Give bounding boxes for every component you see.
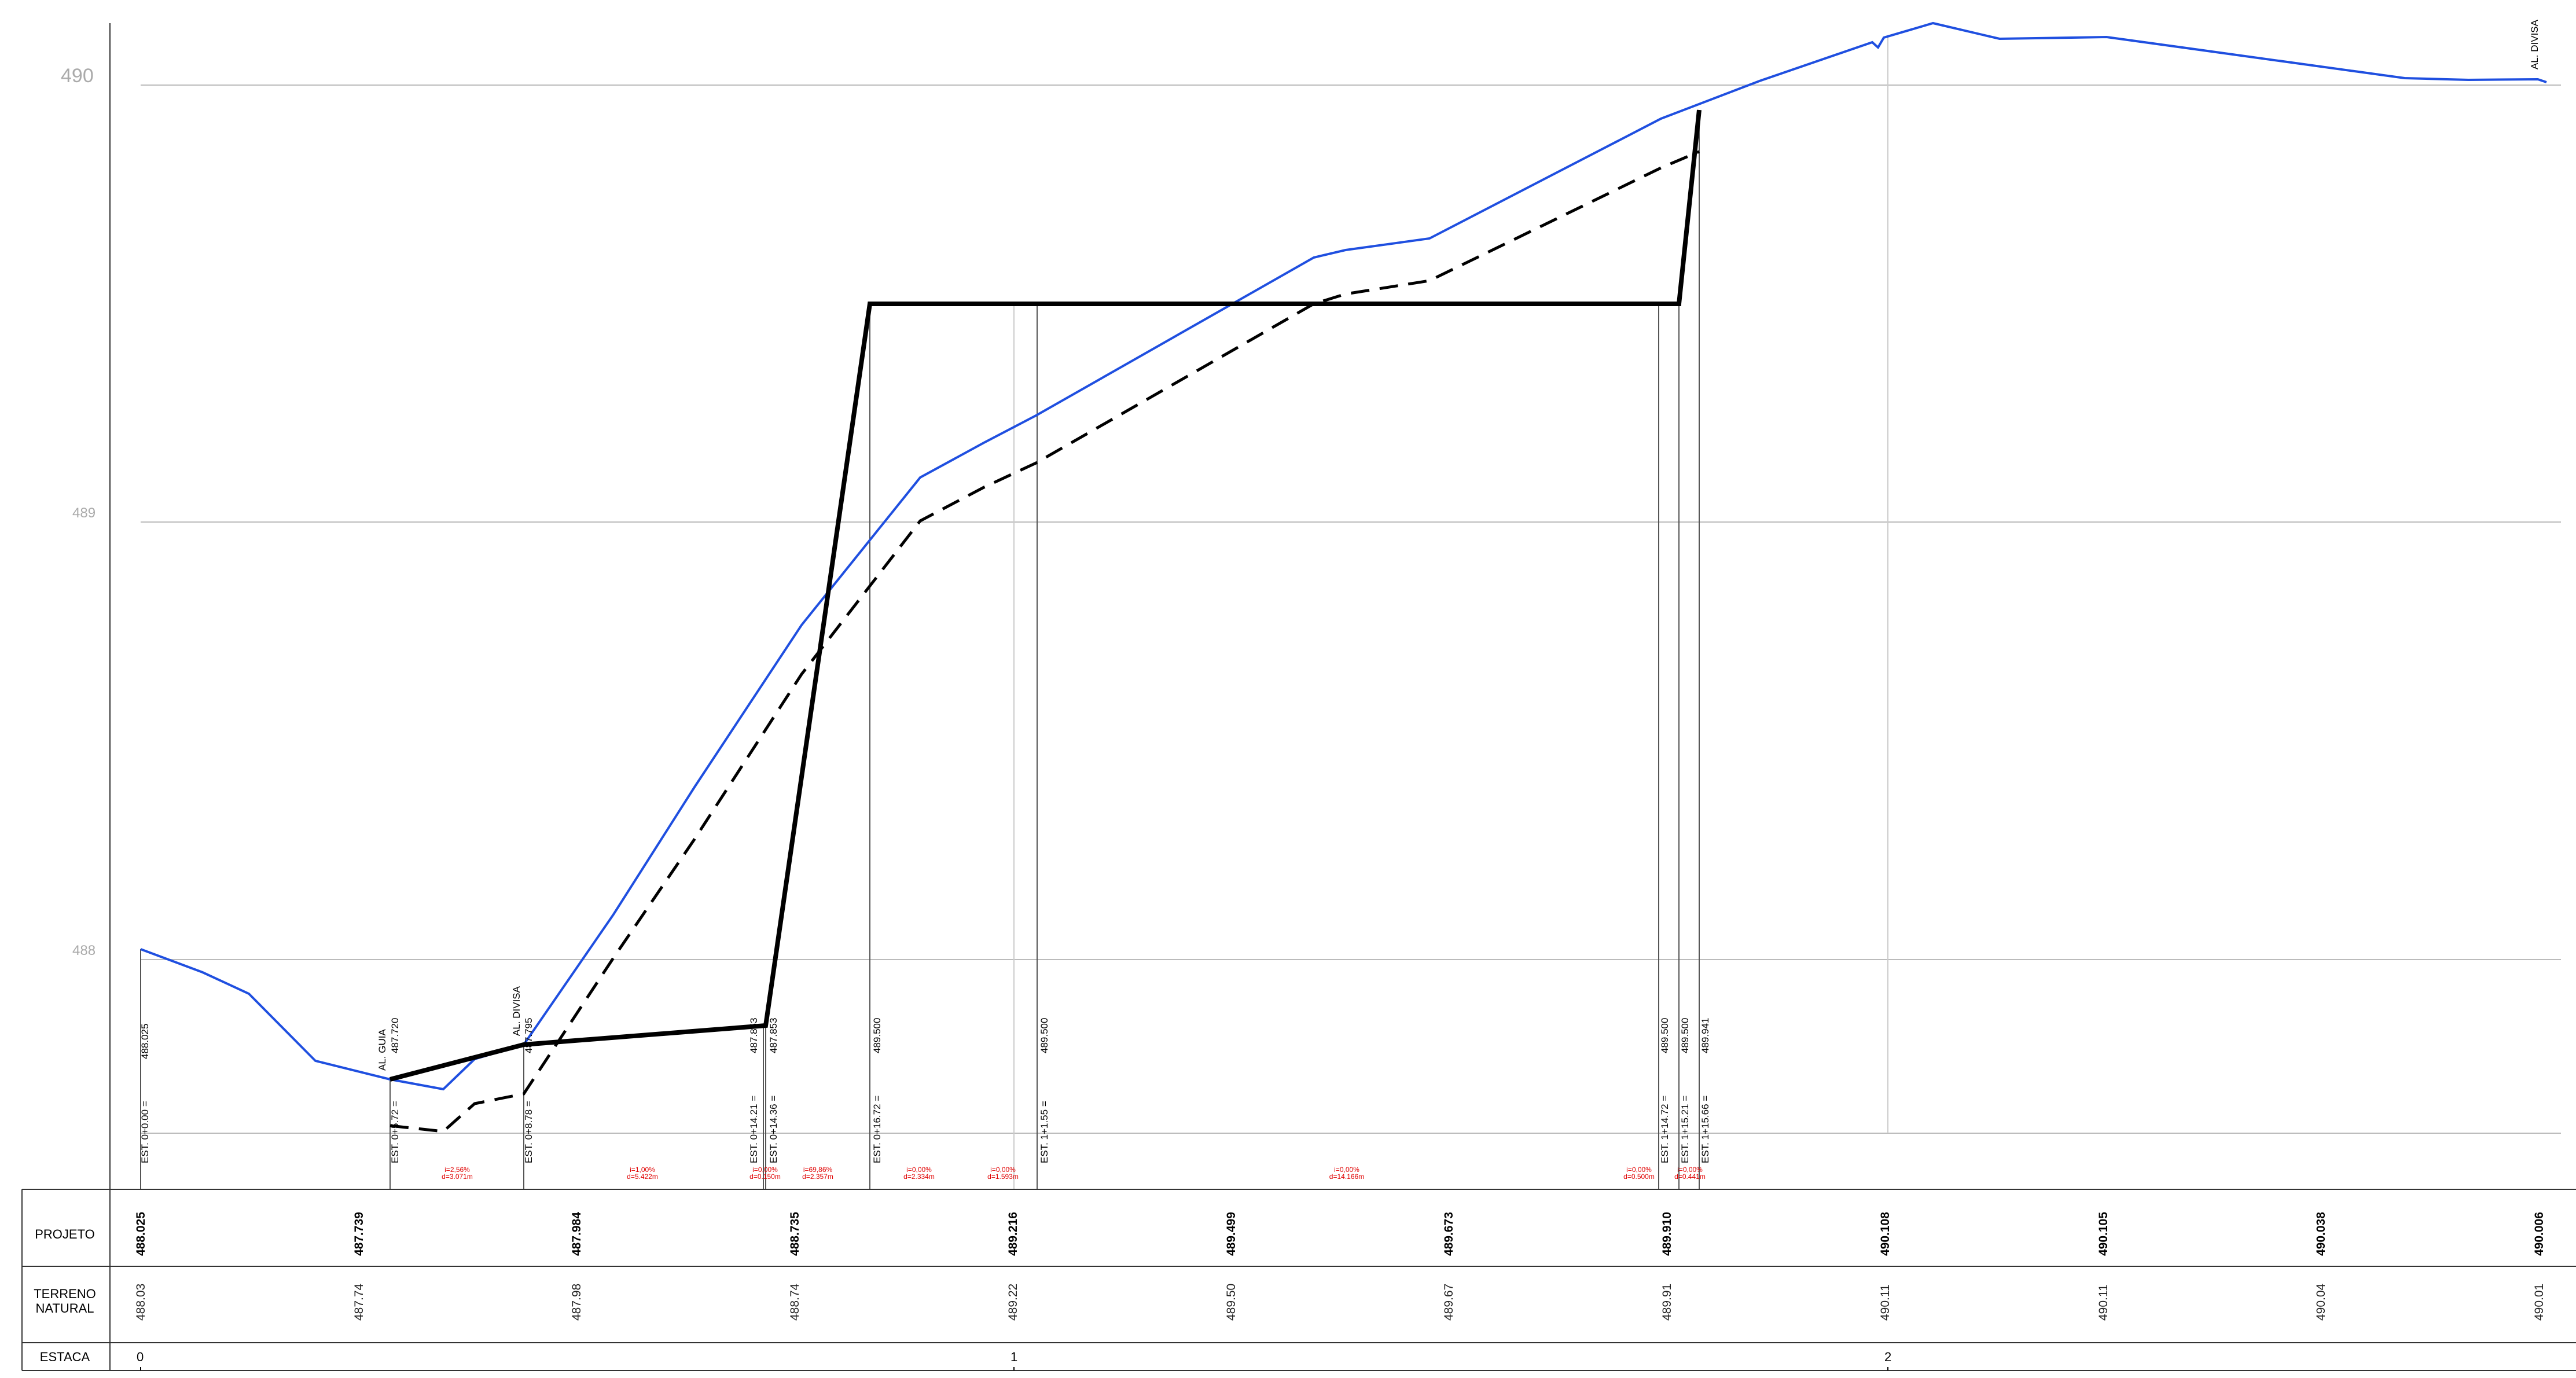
terreno-value: 490.11 <box>2097 1284 2110 1321</box>
terreno-value: 490.04 <box>2314 1283 2328 1321</box>
estaca-value: 0 <box>137 1350 144 1364</box>
slope-distance: d=3.071m <box>442 1173 473 1181</box>
projeto-value: 490.038 <box>2314 1212 2328 1256</box>
terreno-value: 488.03 <box>134 1284 148 1321</box>
station-elevation: 487.853 <box>768 1018 779 1053</box>
terreno-value: 489.91 <box>1660 1284 1674 1321</box>
terreno-value: 487.74 <box>352 1283 366 1321</box>
slope-label: i=0,00% <box>990 1166 1016 1174</box>
elevation-labels: 490 <box>61 65 94 87</box>
slope-distance: d=2.357m <box>802 1173 833 1181</box>
station-elevation: 489.500 <box>1659 1018 1670 1053</box>
slope-distance: d=1.593m <box>987 1173 1019 1181</box>
station-elevation: 487.720 <box>389 1018 400 1053</box>
row-label-projeto: PROJETO <box>35 1227 95 1241</box>
projeto-value: 490.105 <box>2097 1212 2110 1256</box>
terreno-value: 489.50 <box>1225 1284 1238 1321</box>
estaca-values: 0 1 2 <box>137 1350 1891 1364</box>
row-label-terreno: TERRENO <box>34 1287 96 1301</box>
terreno-values: 488.03 487.74 487.98 488.74 489.22 489.5… <box>134 1283 2546 1321</box>
terreno-value: 488.74 <box>788 1283 802 1321</box>
terreno-value: 489.22 <box>1006 1284 1020 1321</box>
station-elevation: 488.025 <box>139 1024 150 1059</box>
elevation-label-490: 490 <box>61 65 94 87</box>
slope-distance: d=0.441m <box>1674 1173 1706 1181</box>
terreno-value: 489.67 <box>1442 1284 1456 1321</box>
projeto-values: 488.025 487.739 487.984 488.735 489.216 … <box>134 1212 2546 1256</box>
slope-label: i=0,00% <box>1334 1166 1359 1174</box>
slope-label: i=1,00% <box>630 1166 655 1174</box>
slope-label: i=0,00% <box>752 1166 778 1174</box>
al-guia-label: AL. GUIA <box>377 1029 388 1071</box>
station-elevation: 489.500 <box>872 1018 883 1053</box>
projeto-value: 488.735 <box>788 1212 802 1256</box>
slope-distance: d=2.334m <box>903 1173 935 1181</box>
row-label-natural: NATURAL <box>35 1301 94 1315</box>
slope-distance: d=5.422m <box>627 1173 658 1181</box>
terrain-profile <box>140 21 2547 1091</box>
slope-label: i=0,00% <box>1626 1166 1652 1174</box>
projeto-value: 487.984 <box>570 1212 583 1256</box>
projeto-value: 490.108 <box>1879 1212 1892 1256</box>
projeto-value: 488.025 <box>134 1212 148 1256</box>
guide-lines <box>1013 38 1888 1189</box>
slope-label: i=69,86% <box>803 1166 833 1174</box>
estaca-value: 1 <box>1010 1350 1017 1364</box>
elevation-gridlines <box>141 84 2561 1134</box>
al-divisa-label: AL. DIVISA <box>511 986 522 1036</box>
station-label: EST. 0+8.78 = <box>523 1101 534 1163</box>
station-label: EST. 0+14.21 = <box>748 1096 759 1163</box>
slope-distance: d=14.166m <box>1329 1173 1364 1181</box>
station-label: EST. 1+15.21 = <box>1680 1096 1691 1163</box>
project-solid-line <box>389 109 1702 1082</box>
terreno-value: 487.98 <box>570 1284 583 1321</box>
elevation-label-488: 488 <box>72 943 95 958</box>
projeto-value: 489.673 <box>1442 1212 1456 1256</box>
al-divisa-end-label: AL. DIVISA <box>2529 19 2540 69</box>
row-label-estaca: ESTACA <box>40 1350 90 1364</box>
slope-labels: i=2,56% d=3.071m i=1,00% d=5.422m i=0,00… <box>442 1166 1706 1181</box>
elevation-label-489: 489 <box>72 505 95 521</box>
station-lines <box>140 110 1700 1189</box>
estaca-ticks <box>140 1367 1888 1370</box>
station-label: EST. 0+14.36 = <box>768 1096 779 1163</box>
projeto-value: 487.739 <box>352 1212 366 1256</box>
station-elevation: 489.500 <box>1680 1018 1691 1053</box>
station-label: EST. 0+16.72 = <box>872 1096 883 1163</box>
station-label: EST. 0+5.72 = <box>389 1101 400 1163</box>
station-annotations: EST. 0+0.00 = 488.025 EST. 0+5.72 = 487.… <box>139 19 2540 1163</box>
station-label: EST. 1+1.55 = <box>1039 1101 1050 1163</box>
slope-label: i=0,00% <box>906 1166 932 1174</box>
station-elevation: 489.941 <box>1700 1018 1711 1053</box>
terreno-value: 490.01 <box>2533 1284 2546 1321</box>
slope-label: i=2,56% <box>444 1166 470 1174</box>
projeto-value: 489.910 <box>1660 1212 1674 1256</box>
projeto-value: 490.006 <box>2533 1212 2546 1256</box>
table-row-labels: PROJETO TERRENO NATURAL ESTACA <box>34 1227 96 1364</box>
projeto-value: 489.216 <box>1006 1212 1020 1256</box>
estaca-value: 2 <box>1884 1350 1891 1364</box>
projeto-value: 489.499 <box>1225 1212 1238 1256</box>
station-elevation: 487.795 <box>523 1018 534 1053</box>
slope-distance: d=0.150m <box>749 1173 781 1181</box>
slope-distance: d=0.500m <box>1623 1173 1655 1181</box>
station-elevation: 487.853 <box>748 1018 759 1053</box>
station-label: EST. 1+15.66 = <box>1700 1096 1711 1163</box>
station-label: EST. 0+0.00 = <box>139 1101 150 1163</box>
terreno-value: 490.11 <box>1879 1284 1892 1321</box>
station-elevation: 489.500 <box>1039 1018 1050 1053</box>
data-table <box>21 1189 2576 1371</box>
project-dashed-line <box>389 150 1700 1133</box>
slope-label: i=0,00% <box>1677 1166 1703 1174</box>
station-label: EST. 1+14.72 = <box>1659 1096 1670 1163</box>
